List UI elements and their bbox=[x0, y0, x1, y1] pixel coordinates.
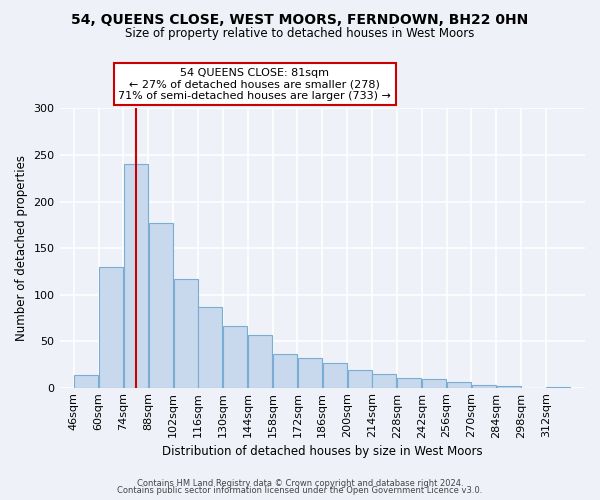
Bar bbox=[373, 374, 397, 388]
Y-axis label: Number of detached properties: Number of detached properties bbox=[15, 155, 28, 341]
Bar bbox=[472, 385, 496, 388]
Text: 54, QUEENS CLOSE, WEST MOORS, FERNDOWN, BH22 0HN: 54, QUEENS CLOSE, WEST MOORS, FERNDOWN, … bbox=[71, 12, 529, 26]
Bar bbox=[547, 386, 571, 388]
Bar bbox=[397, 378, 421, 388]
Bar bbox=[422, 379, 446, 388]
Text: 54 QUEENS CLOSE: 81sqm
← 27% of detached houses are smaller (278)
71% of semi-de: 54 QUEENS CLOSE: 81sqm ← 27% of detached… bbox=[118, 68, 391, 101]
Bar bbox=[124, 164, 148, 388]
Bar bbox=[347, 370, 371, 388]
Bar bbox=[149, 223, 173, 388]
Bar bbox=[199, 306, 223, 388]
X-axis label: Distribution of detached houses by size in West Moors: Distribution of detached houses by size … bbox=[162, 444, 482, 458]
Bar bbox=[74, 376, 98, 388]
Bar bbox=[173, 278, 197, 388]
Bar bbox=[447, 382, 471, 388]
Bar bbox=[248, 336, 272, 388]
Text: Contains public sector information licensed under the Open Government Licence v3: Contains public sector information licen… bbox=[118, 486, 482, 495]
Bar bbox=[273, 354, 297, 388]
Bar bbox=[323, 364, 347, 388]
Bar bbox=[99, 266, 123, 388]
Bar bbox=[497, 386, 521, 388]
Text: Contains HM Land Registry data © Crown copyright and database right 2024.: Contains HM Land Registry data © Crown c… bbox=[137, 478, 463, 488]
Bar bbox=[223, 326, 247, 388]
Bar bbox=[298, 358, 322, 388]
Text: Size of property relative to detached houses in West Moors: Size of property relative to detached ho… bbox=[125, 28, 475, 40]
